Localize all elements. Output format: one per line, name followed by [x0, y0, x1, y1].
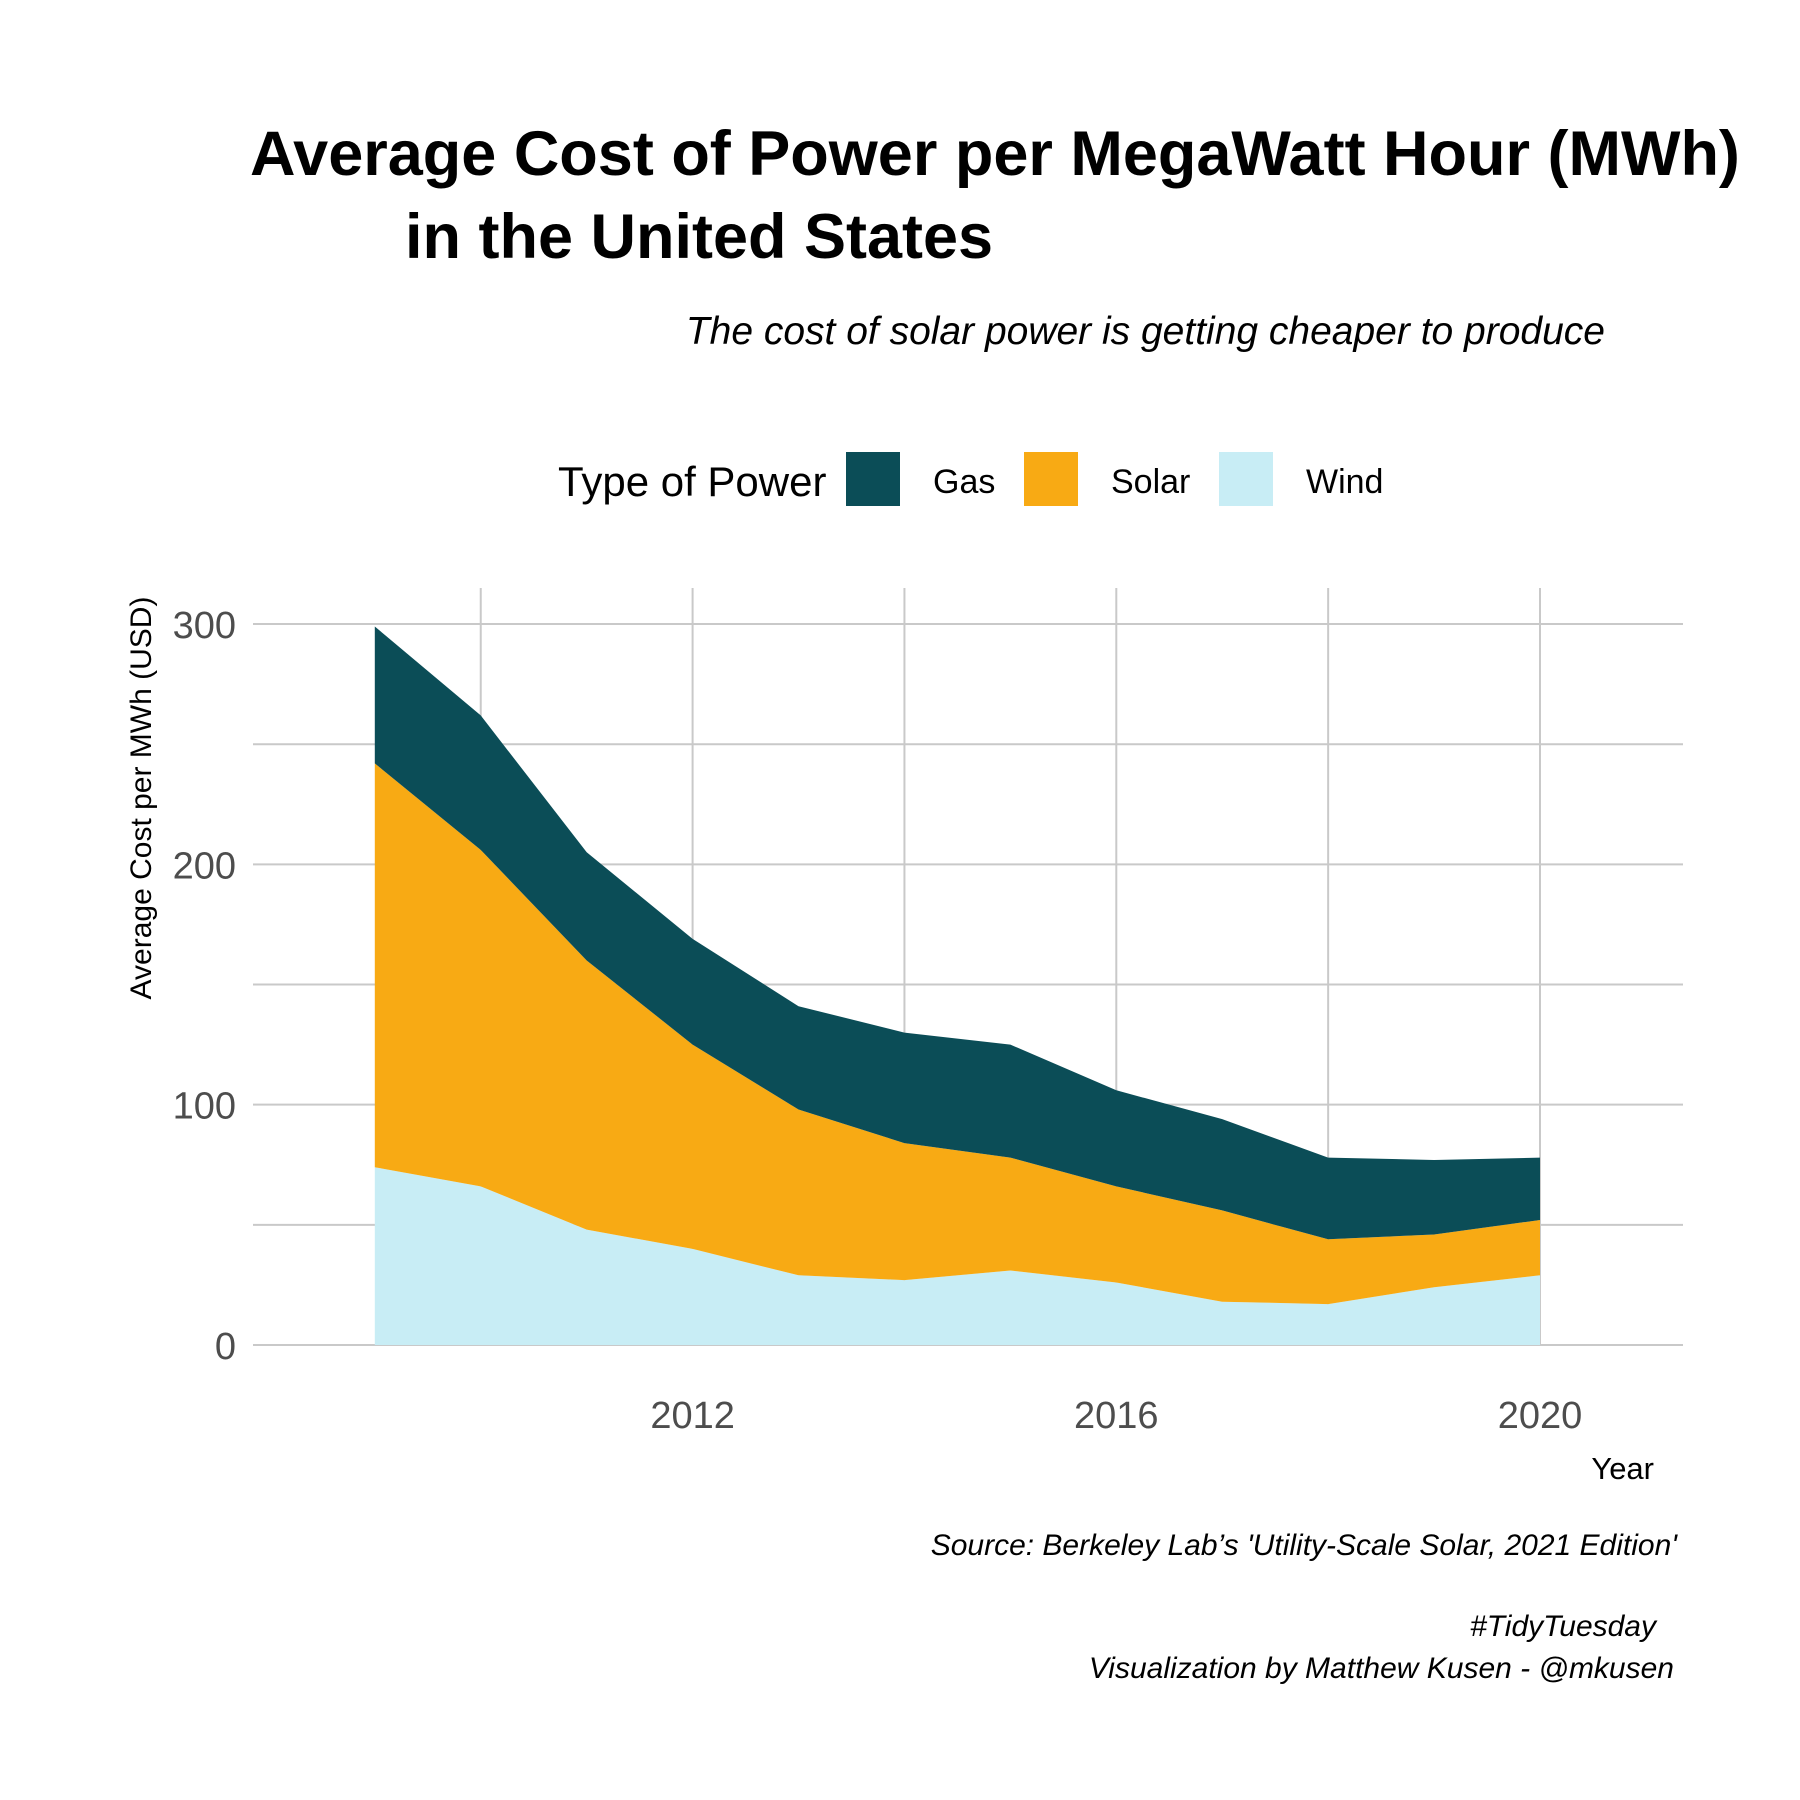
- chart-title-line-2: in the United States: [405, 202, 993, 272]
- legend-label-gas: Gas: [933, 463, 995, 501]
- y-tick-label: 300: [173, 605, 236, 647]
- legend-label-solar: Solar: [1111, 463, 1190, 501]
- y-axis-tick-labels: 0 100 200 300: [173, 605, 236, 1368]
- area-gas: [374, 626, 1540, 1240]
- legend: Type of Power Gas Solar Wind: [558, 452, 1383, 506]
- area-wind: [374, 1167, 1540, 1345]
- legend-key-solar: [1024, 452, 1078, 506]
- caption-credit: Visualization by Matthew Kusen - @mkusen: [1089, 1652, 1674, 1685]
- area-series: [374, 626, 1540, 1345]
- y-tick-label: 100: [173, 1086, 236, 1128]
- legend-title: Type of Power: [558, 458, 826, 505]
- legend-label-wind: Wind: [1306, 463, 1383, 501]
- chart-subtitle: The cost of solar power is getting cheap…: [686, 310, 1605, 353]
- x-axis-label: Year: [1591, 1451, 1654, 1486]
- area-solar: [374, 763, 1540, 1305]
- x-tick-label: 2020: [1498, 1395, 1583, 1437]
- x-axis-tick-labels: 2012 2016 2020: [650, 1395, 1582, 1437]
- y-axis-label: Average Cost per MWh (USD): [125, 597, 158, 1000]
- y-tick-label: 0: [215, 1326, 236, 1368]
- legend-key-gas: [846, 452, 900, 506]
- x-tick-label: 2012: [650, 1395, 735, 1437]
- plot-area: 0 100 200 300 2012 2016 2020: [173, 588, 1683, 1437]
- legend-key-wind: [1219, 452, 1273, 506]
- chart-title-line-1: Average Cost of Power per MegaWatt Hour …: [250, 119, 1740, 189]
- caption-source: Source: Berkeley Lab’s 'Utility-Scale So…: [931, 1529, 1679, 1562]
- x-tick-label: 2016: [1074, 1395, 1159, 1437]
- y-tick-label: 200: [173, 845, 236, 887]
- caption-hashtag: #TidyTuesday: [1470, 1610, 1658, 1643]
